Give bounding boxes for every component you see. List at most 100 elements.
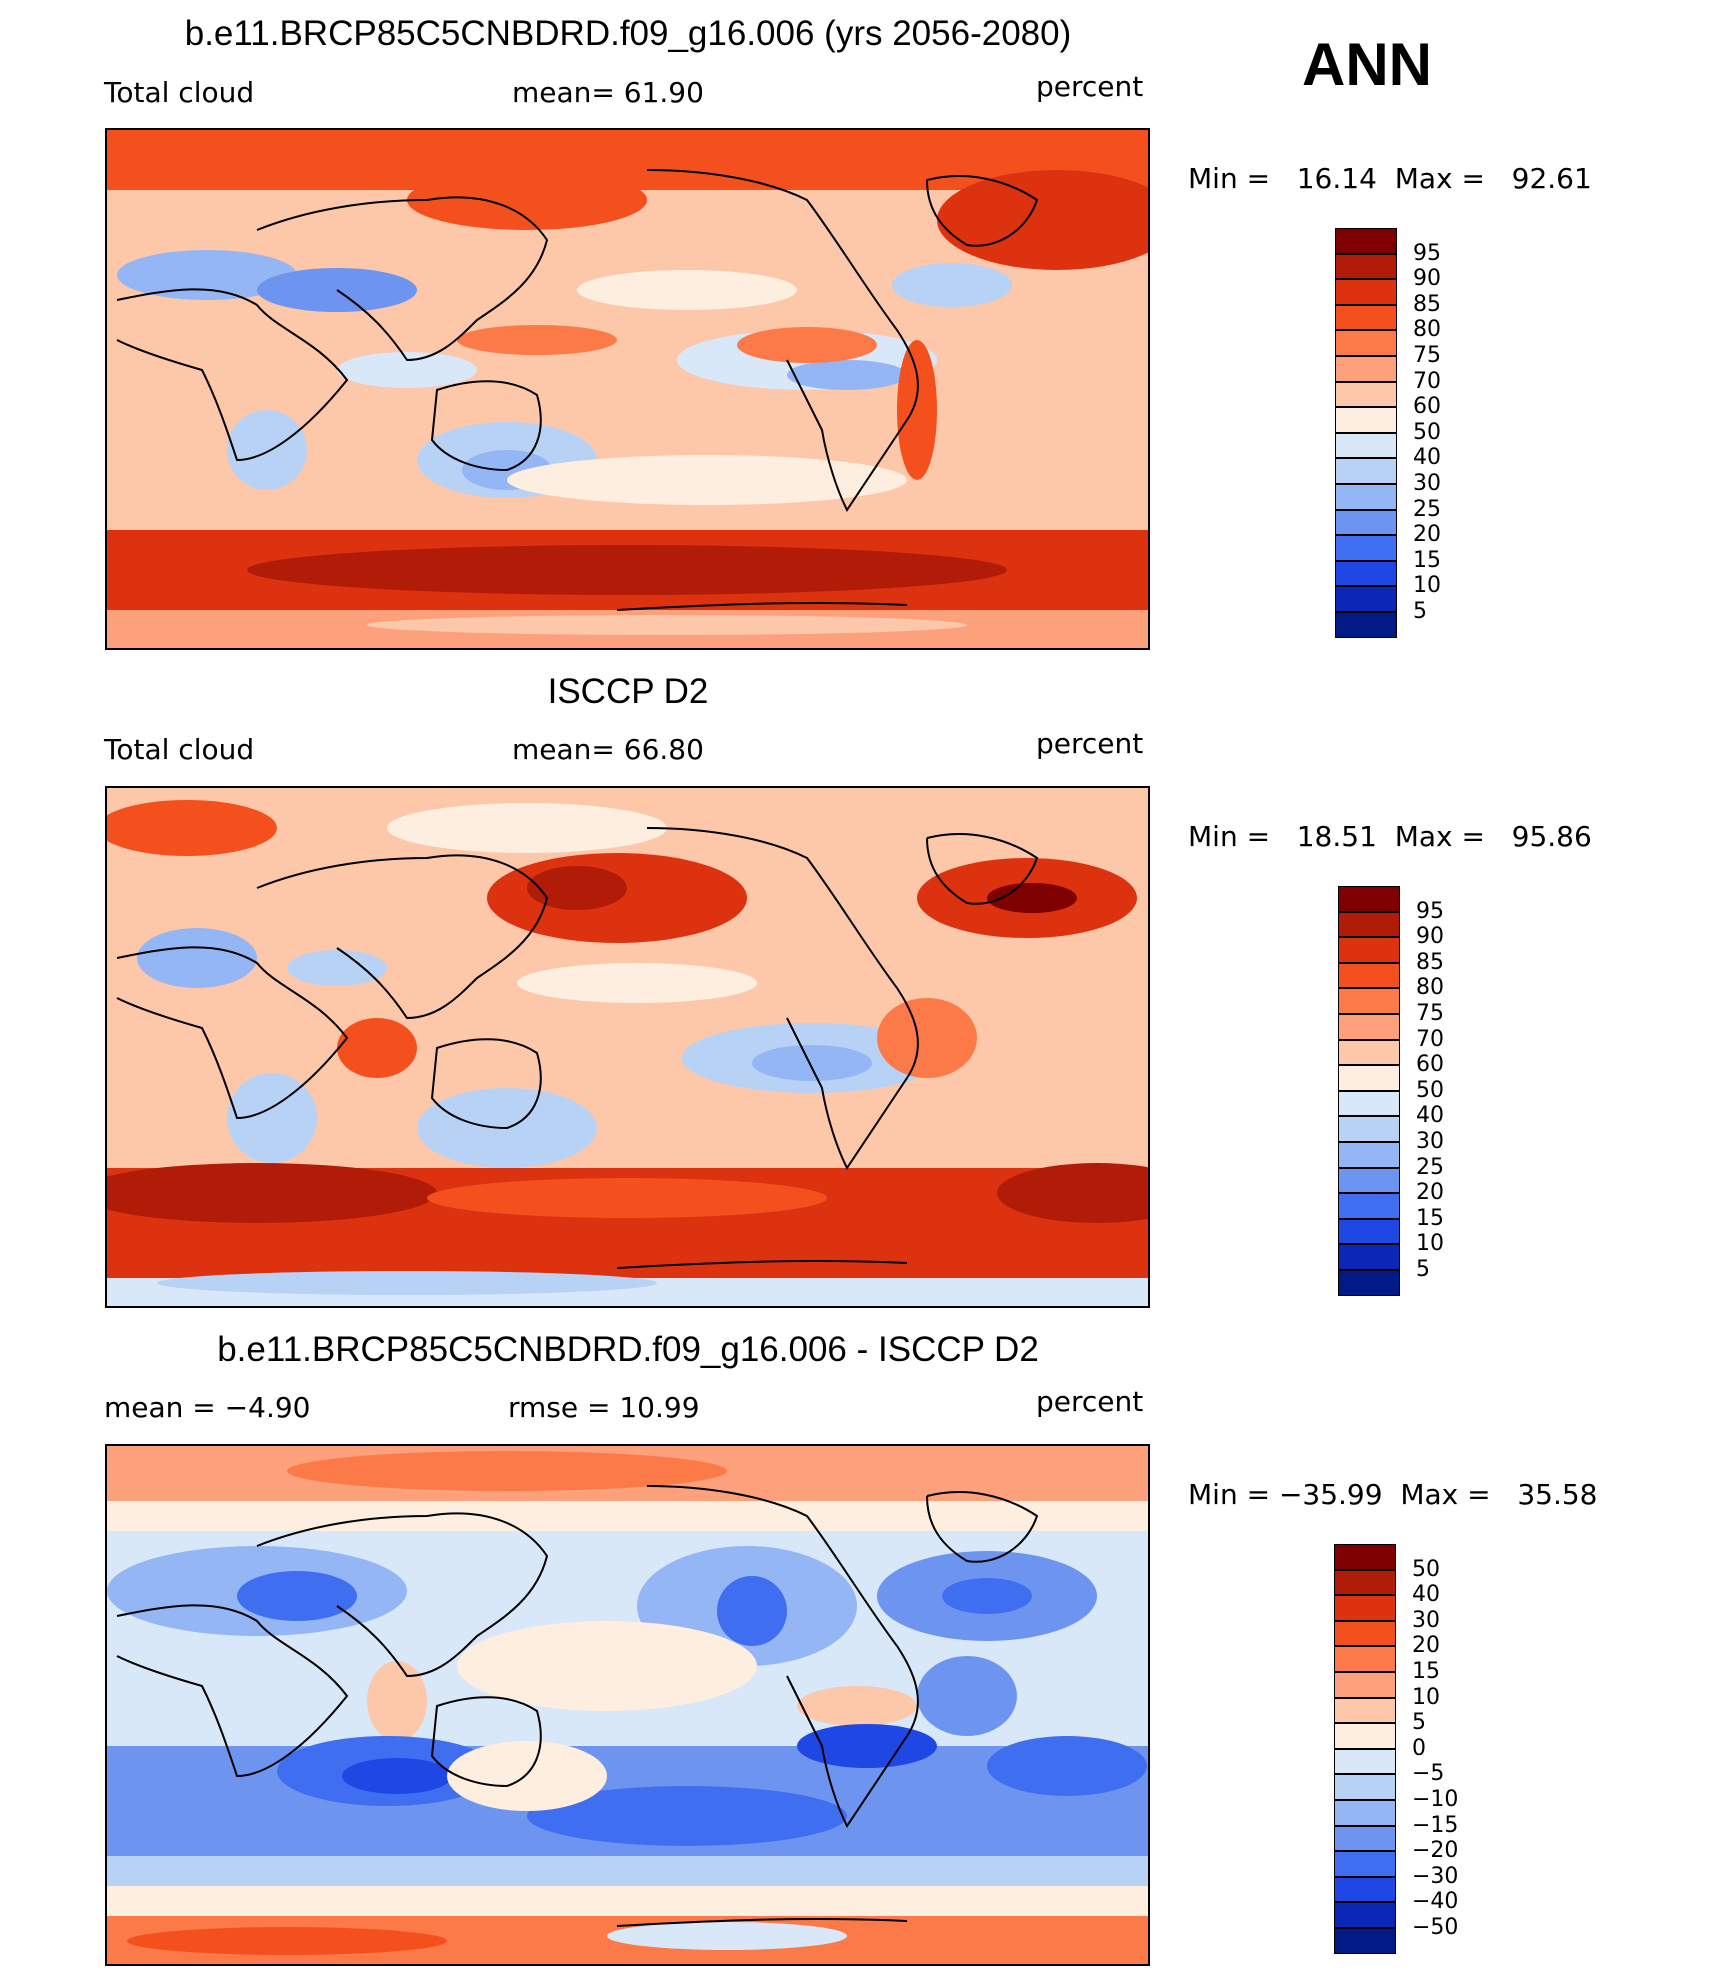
panel-3-colorbar-swatch	[1334, 1851, 1396, 1877]
panel-2-colorbar-swatch	[1338, 1244, 1400, 1270]
panel-3-units-label: percent	[1036, 1385, 1144, 1418]
panel-3-map-svg	[107, 1446, 1148, 1964]
panel-2-colorbar-label: 85	[1416, 949, 1444, 975]
panel-1-colorbar-label: 75	[1413, 343, 1441, 368]
panel-3-colorbar-label: −20	[1412, 1838, 1459, 1864]
panel-1-colorbar-swatch	[1335, 432, 1397, 459]
panel-3-colorbar-label: −50	[1412, 1915, 1459, 1940]
panel-1-colorbar-label: 85	[1413, 291, 1441, 317]
panel-1-colorbar-label: 90	[1413, 266, 1441, 292]
panel-1-colorbar-label: 15	[1413, 547, 1441, 573]
panel-3-colorbar-swatch	[1334, 1800, 1396, 1826]
panel-2-colorbar-swatch	[1338, 1014, 1400, 1040]
panel-2-colorbar-swatch	[1338, 1270, 1400, 1296]
panel-2-colorbar-swatch	[1338, 1167, 1400, 1194]
panel-1-colorbar-label: 10	[1413, 573, 1441, 599]
panel-3-colorbar-label: −10	[1412, 1787, 1459, 1812]
panel-2-colorbar-swatch	[1338, 911, 1400, 938]
panel-1-colorbar-label: 80	[1413, 317, 1441, 343]
panel-2-colorbar-swatch	[1338, 937, 1400, 963]
panel-3-colorbar-swatch	[1334, 1876, 1396, 1903]
panel-1-colorbar-swatch	[1335, 560, 1397, 587]
panel-2-colorbar-label: 25	[1416, 1154, 1444, 1180]
panel-1-colorbar-swatch	[1335, 228, 1397, 254]
panel-1-colorbar-label: 70	[1413, 368, 1441, 394]
panel-1-colorbar-label: 5	[1413, 599, 1427, 624]
panel-1-colorbar-label: 30	[1413, 471, 1441, 496]
panel-2-colorbar-swatch	[1338, 886, 1400, 912]
panel-2-colorbar-label: 75	[1416, 1001, 1444, 1026]
panel-1-mean-label: mean= 61.90	[512, 76, 704, 109]
panel-3-colorbar-label: −15	[1412, 1812, 1459, 1838]
panel-3-colorbar-swatch	[1334, 1748, 1396, 1775]
panel-3-colorbar-swatch	[1334, 1928, 1396, 1954]
panel-1-units-label: percent	[1036, 70, 1144, 103]
panel-2-minmax: Min = 18.51 Max = 95.86	[1188, 820, 1592, 853]
panel-2-colorbar-label: 90	[1416, 924, 1444, 950]
panel-2-colorbar-label: 50	[1416, 1077, 1444, 1103]
panel-3-colorbar-label: −40	[1412, 1889, 1459, 1915]
panel-3-colorbar-swatch	[1334, 1569, 1396, 1596]
panel-3-colorbar-label: 15	[1412, 1659, 1440, 1684]
panel-1-colorbar-swatch	[1335, 612, 1397, 638]
season-label: ANN	[1302, 31, 1432, 98]
panel-1-title: b.e11.BRCP85C5CNBDRD.f09_g16.006 (yrs 20…	[184, 14, 1072, 53]
panel-2-colorbar-label: 15	[1416, 1205, 1444, 1231]
panel-1-colorbar-label: 95	[1413, 240, 1441, 266]
panel-1-colorbar-swatch	[1335, 381, 1397, 408]
panel-2-colorbar-label: 10	[1416, 1231, 1444, 1257]
panel-2-colorbar-label: 30	[1416, 1129, 1444, 1154]
panel-2-units-label: percent	[1036, 727, 1144, 760]
panel-1-colorbar-label: 25	[1413, 496, 1441, 522]
panel-1-colorbar-swatch	[1335, 509, 1397, 536]
panel-2-colorbar-swatch	[1338, 1116, 1400, 1142]
panel-1-colorbar-swatch	[1335, 279, 1397, 305]
panel-2-colorbar-label: 95	[1416, 898, 1444, 924]
panel-2-colorbar-swatch	[1338, 988, 1400, 1014]
panel-3-title: b.e11.BRCP85C5CNBDRD.f09_g16.006 - ISCCP…	[217, 1330, 1039, 1369]
panel-3-colorbar-label: 30	[1412, 1607, 1440, 1633]
panel-2-colorbar-swatch	[1338, 1218, 1400, 1245]
panel-1-colorbar-label: 20	[1413, 522, 1441, 548]
panel-2-map-svg	[107, 788, 1148, 1306]
panel-3-colorbar-label: 0	[1412, 1735, 1426, 1761]
panel-2-colorbar-swatch	[1338, 1090, 1400, 1117]
panel-1-colorbar-swatch	[1335, 407, 1397, 433]
panel-2-colorbar-label: 5	[1416, 1257, 1430, 1282]
panel-3-colorbar-label: 5	[1412, 1710, 1426, 1736]
panel-3-colorbar-swatch	[1334, 1774, 1396, 1800]
panel-2-colorbar-label: 70	[1416, 1026, 1444, 1052]
panel-3-rmse-label: rmse = 10.99	[508, 1391, 700, 1424]
panel-2-colorbar-label: 40	[1416, 1103, 1444, 1129]
panel-3-mean-label: mean = −4.90	[104, 1391, 311, 1424]
panel-3-colorbar-swatch	[1334, 1825, 1396, 1852]
panel-3-colorbar-swatch	[1334, 1723, 1396, 1749]
panel-3-colorbar-swatch	[1334, 1620, 1396, 1647]
panel-3-colorbar-label: 40	[1412, 1582, 1440, 1608]
panel-1-colorbar-swatch	[1335, 458, 1397, 484]
panel-1-map	[105, 128, 1150, 650]
panel-1-colorbar-swatch	[1335, 330, 1397, 356]
panel-1-colorbar-swatch	[1335, 253, 1397, 280]
panel-1-colorbar-swatch	[1335, 535, 1397, 561]
panel-2-variable-label: Total cloud	[104, 733, 255, 766]
panel-2-colorbar-label: 60	[1416, 1052, 1444, 1078]
panel-2-mean-label: mean= 66.80	[512, 733, 704, 766]
panel-2-colorbar-label: 20	[1416, 1180, 1444, 1206]
panel-1-colorbar-swatch	[1335, 356, 1397, 382]
panel-3-colorbar-swatch	[1334, 1902, 1396, 1928]
panel-3-colorbar-label: 10	[1412, 1684, 1440, 1710]
panel-2-colorbar-label: 80	[1416, 975, 1444, 1001]
panel-1-colorbar-swatch	[1335, 586, 1397, 612]
panel-3-minmax: Min = −35.99 Max = 35.58	[1188, 1478, 1598, 1511]
panel-1-variable-label: Total cloud	[104, 76, 255, 109]
panel-3-map	[105, 1444, 1150, 1966]
panel-2-colorbar-swatch	[1338, 962, 1400, 989]
panel-3-colorbar-swatch	[1334, 1697, 1396, 1724]
panel-3-colorbar-label: 50	[1412, 1556, 1440, 1582]
panel-1-colorbar-label: 40	[1413, 445, 1441, 471]
panel-3-colorbar-label: −30	[1412, 1863, 1459, 1889]
panel-1-map-svg	[107, 130, 1148, 648]
panel-1-colorbar-swatch	[1335, 304, 1397, 331]
panel-1-colorbar-label: 50	[1413, 419, 1441, 445]
